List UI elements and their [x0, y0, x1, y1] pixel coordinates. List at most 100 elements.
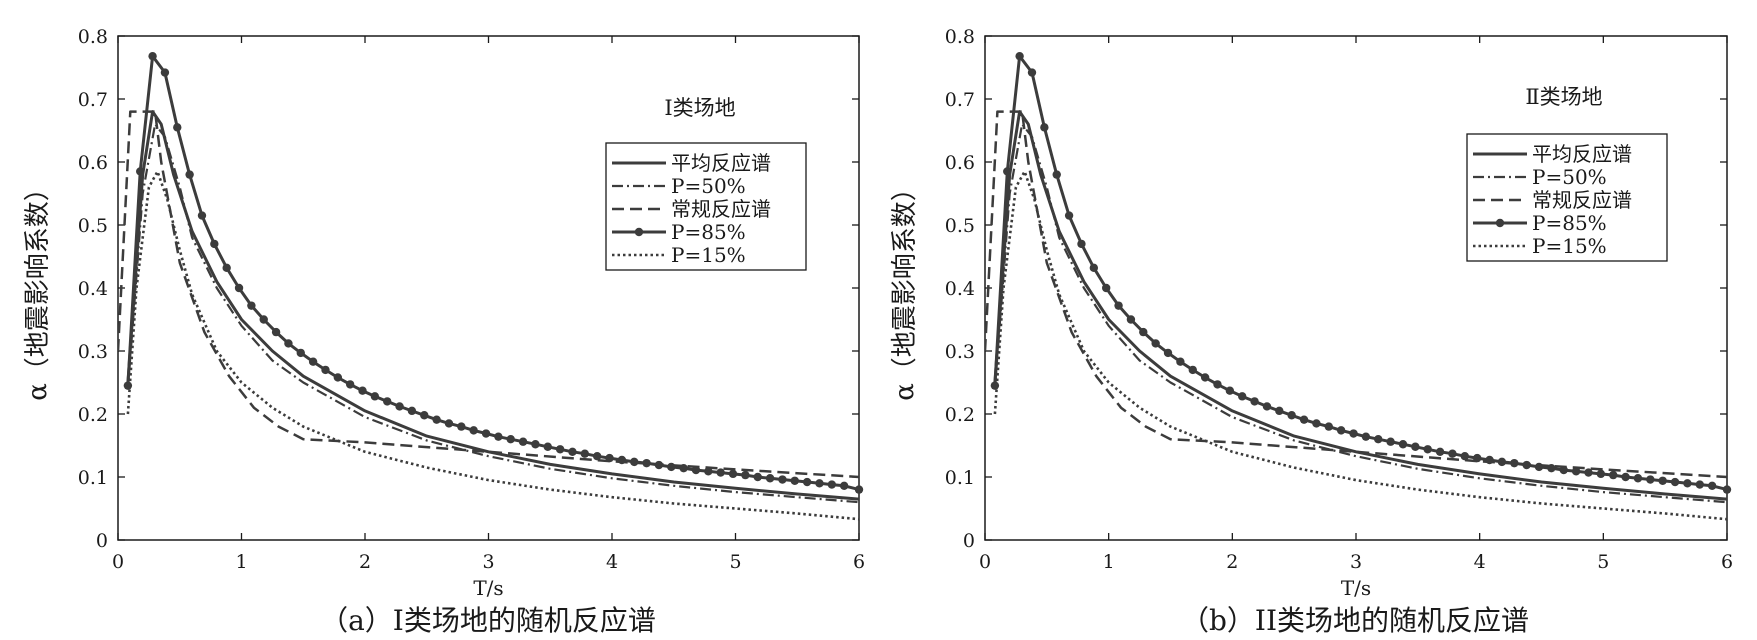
series-point — [469, 426, 478, 435]
series-point — [259, 315, 268, 324]
y-tick-label: 0.4 — [945, 278, 975, 300]
site-label: Ⅱ类场地 — [1525, 85, 1602, 109]
x-tick-label: 0 — [979, 551, 991, 573]
legend-label: P=15% — [1532, 234, 1607, 258]
series-point — [1349, 429, 1358, 438]
plot-frame — [984, 35, 1728, 541]
legend-label: P=15% — [671, 243, 746, 267]
series-point — [667, 462, 676, 472]
series-point — [358, 386, 367, 395]
y-tick-label: 0 — [96, 530, 108, 552]
series-point — [1658, 476, 1667, 485]
series-point — [1114, 301, 1123, 310]
series-point — [1040, 123, 1049, 132]
series-point — [1398, 440, 1408, 449]
series-point — [1609, 470, 1618, 480]
series-point — [568, 447, 577, 456]
series-point — [518, 437, 528, 446]
series-point — [555, 445, 565, 454]
series-line-2 — [118, 110, 860, 479]
series-point — [1547, 463, 1556, 473]
series-point — [1262, 402, 1272, 411]
series-point — [1126, 315, 1136, 324]
series-point — [1361, 432, 1371, 441]
series-point — [407, 406, 417, 416]
chart-panel-b: 0 1 2 3 4 5 6 0 0.1 0.2 0.3 0.4 0.5 0.6 0.7 0.8 T/s α（地震影… — [890, 26, 1733, 637]
series-point — [1596, 469, 1606, 479]
series-point — [1497, 457, 1507, 467]
y-tick-label: 0.6 — [78, 152, 108, 174]
series-point — [1670, 477, 1680, 487]
series-point — [1534, 462, 1544, 472]
y-tick-label: 0.5 — [945, 215, 975, 237]
x-tick-label: 2 — [359, 551, 371, 573]
series-point — [247, 301, 256, 310]
series-point — [790, 476, 799, 485]
legend-label: 平均反应谱 — [671, 151, 771, 175]
y-tick-label: 0.2 — [945, 404, 975, 426]
panel-caption: （a）I类场地的随机反应谱 — [320, 604, 656, 637]
x-tick-label: 2 — [1226, 551, 1238, 573]
series-point — [234, 283, 244, 293]
series-point — [1312, 419, 1321, 428]
series-point — [691, 465, 701, 475]
series-point — [1163, 348, 1173, 358]
series-line-1 — [126, 123, 860, 504]
series-point — [1324, 422, 1333, 431]
x-tick-label: 3 — [1350, 551, 1362, 573]
series-point — [481, 429, 491, 438]
series-point — [506, 435, 515, 444]
legend-label: P=85% — [1532, 211, 1607, 235]
series-point — [420, 411, 429, 420]
series-point — [1695, 480, 1704, 489]
series-point — [1522, 460, 1531, 470]
series-point — [432, 415, 441, 424]
site-label: I类场地 — [664, 96, 735, 120]
series-point — [827, 480, 837, 489]
y-axis-label: α（地震影响系数） — [890, 175, 920, 401]
series-point — [1015, 51, 1024, 61]
series-point — [136, 167, 145, 176]
series-point — [1275, 406, 1284, 416]
x-tick-label: 5 — [1597, 551, 1609, 573]
series-point — [1386, 437, 1395, 446]
series-point — [617, 455, 627, 465]
x-tick-label: 6 — [1721, 551, 1733, 573]
series-point — [1238, 392, 1247, 401]
series-point — [592, 452, 602, 461]
series-point — [654, 460, 664, 470]
y-axis-label: α（地震影响系数） — [23, 175, 53, 401]
y-tick-label: 0.8 — [78, 26, 108, 48]
series-point — [1287, 411, 1296, 420]
series-point — [630, 457, 639, 467]
series-point — [370, 392, 380, 401]
series-point — [383, 397, 392, 406]
series-point — [296, 348, 305, 358]
x-tick-label: 1 — [235, 551, 247, 573]
series-point — [642, 458, 651, 468]
series-point — [1571, 467, 1581, 476]
series-point — [1510, 458, 1519, 468]
series-point — [741, 470, 750, 480]
series-point — [1213, 380, 1222, 389]
x-tick-label: 4 — [1474, 551, 1486, 573]
series-point — [1584, 468, 1593, 477]
panel-caption: （b）II类场地的随机反应谱 — [1181, 604, 1529, 637]
series-point — [271, 327, 281, 337]
series-point — [1064, 211, 1074, 220]
series-point — [1633, 474, 1643, 483]
chart-panel-a: 0 1 2 3 4 5 6 0 0.1 0.2 0.3 0.4 0.5 0.6 0.7 0.8 T/s α（地震影… — [23, 26, 865, 637]
series-line-0 — [126, 110, 860, 501]
series-point — [1003, 167, 1012, 176]
series-point — [753, 472, 762, 482]
series-point — [1646, 475, 1655, 484]
legend-label: P=50% — [1532, 165, 1607, 189]
series-point — [802, 477, 812, 487]
series-point — [1101, 283, 1111, 293]
legend-label: 常规反应谱 — [1532, 188, 1632, 212]
series-line-0 — [993, 110, 1728, 501]
series-point — [1089, 263, 1099, 273]
y-tick-label: 0.4 — [78, 278, 108, 300]
